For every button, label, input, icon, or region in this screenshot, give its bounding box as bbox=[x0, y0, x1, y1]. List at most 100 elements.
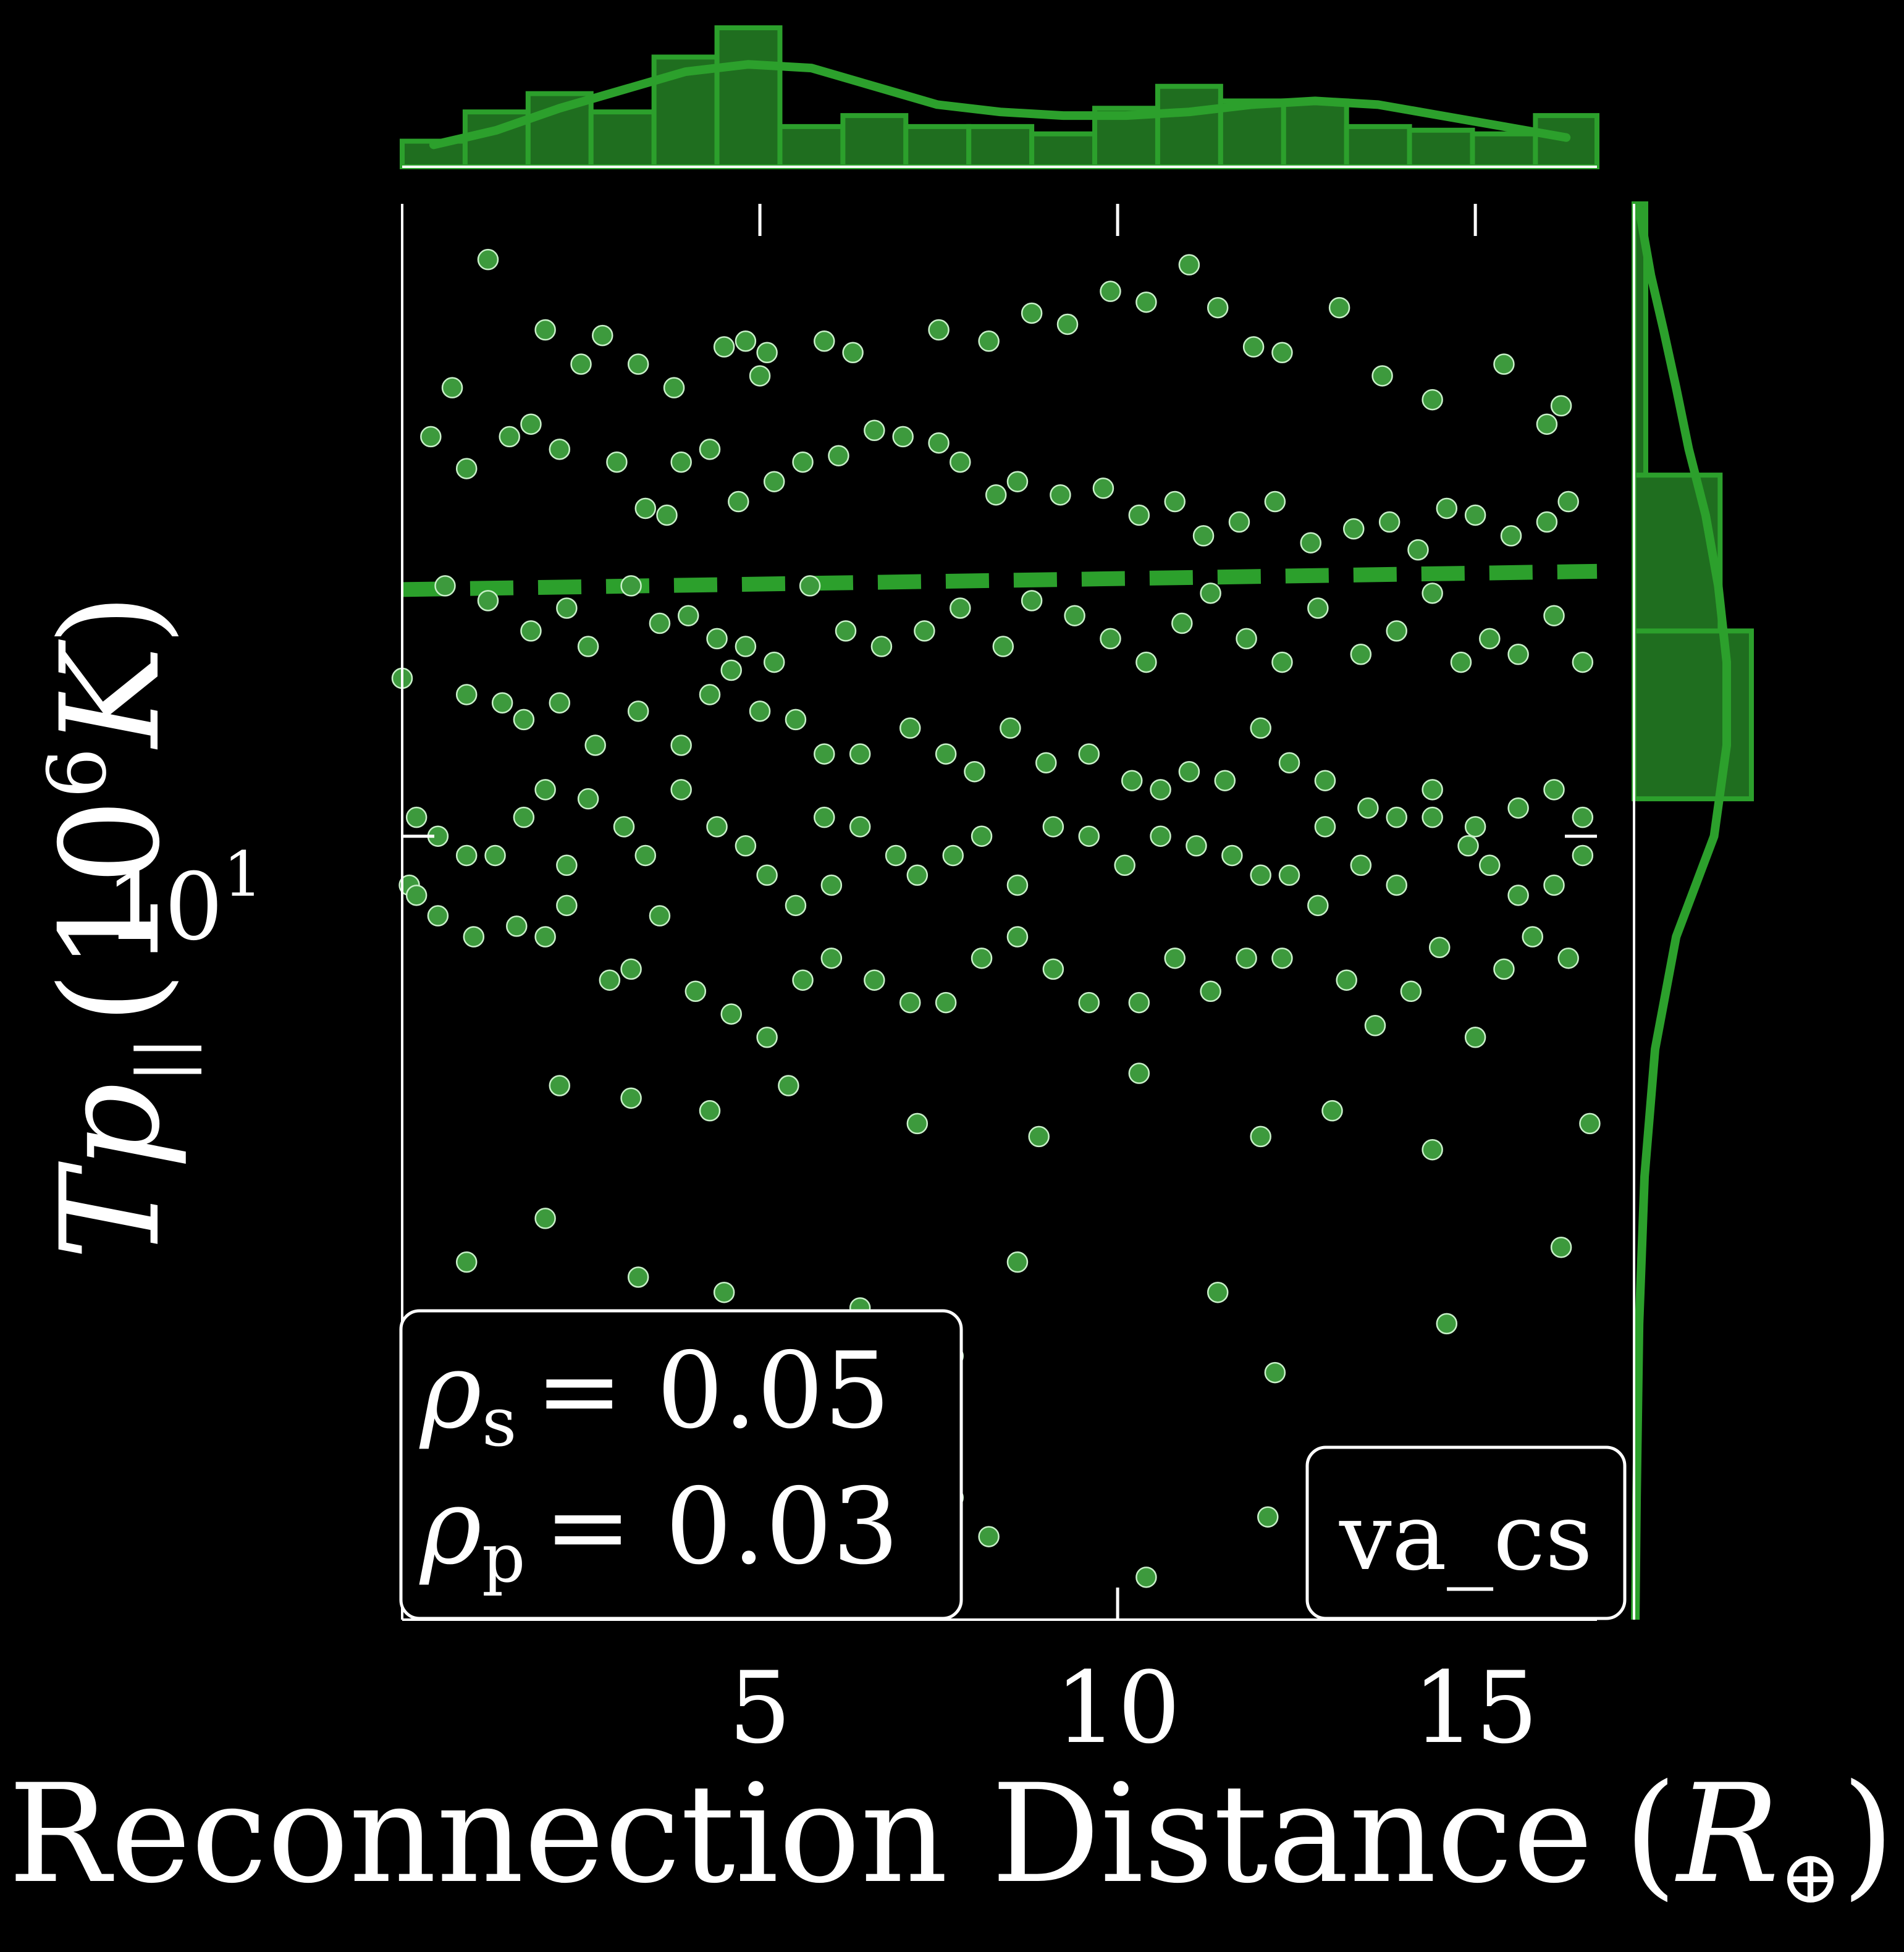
scatter-point bbox=[1178, 254, 1200, 276]
scatter-point bbox=[699, 684, 721, 705]
scatter-point bbox=[455, 1251, 478, 1273]
x-tick-label: 10 bbox=[1055, 1650, 1181, 1765]
scatter-point bbox=[1371, 365, 1393, 387]
scatter-point bbox=[914, 620, 935, 642]
scatter-point bbox=[1278, 864, 1300, 886]
scatter-point bbox=[549, 1075, 571, 1096]
scatter-point bbox=[1543, 779, 1565, 801]
scatter-point bbox=[1214, 770, 1236, 791]
scatter-point bbox=[971, 947, 993, 969]
scatter-point bbox=[1278, 752, 1300, 774]
scatter-point bbox=[928, 432, 950, 454]
scatter-point bbox=[620, 575, 642, 597]
scatter-point bbox=[513, 709, 535, 731]
top-hist-bar bbox=[966, 124, 1035, 169]
scatter-point bbox=[1550, 395, 1572, 417]
scatter-point bbox=[1328, 297, 1350, 319]
scatter-point bbox=[820, 947, 843, 969]
right-kde-curve bbox=[1631, 203, 1731, 1620]
scatter-point bbox=[763, 471, 785, 492]
scatter-point bbox=[1300, 532, 1322, 553]
scatter-point bbox=[1579, 1113, 1601, 1135]
scatter-point bbox=[534, 779, 556, 801]
scatter-point bbox=[427, 905, 449, 927]
scatter-point bbox=[549, 439, 571, 460]
scatter-point bbox=[1386, 874, 1407, 896]
scatter-point bbox=[1150, 825, 1171, 847]
scatter-point bbox=[570, 353, 592, 375]
top-hist-bar bbox=[840, 113, 909, 170]
scatter-point bbox=[670, 451, 692, 473]
scatter-point bbox=[1242, 336, 1265, 358]
scatter-point bbox=[1078, 743, 1100, 765]
scatter-point bbox=[1250, 1125, 1271, 1148]
scatter-point bbox=[1479, 854, 1501, 877]
scatter-point bbox=[1307, 597, 1329, 619]
scatter-point bbox=[1228, 511, 1250, 533]
scatter-point bbox=[1400, 980, 1422, 1003]
tag-box bbox=[1305, 1445, 1627, 1620]
scatter-point bbox=[420, 426, 442, 448]
scatter-point bbox=[1042, 958, 1064, 980]
scatter-point bbox=[1557, 490, 1579, 513]
scatter-point bbox=[441, 377, 463, 398]
scatter-point bbox=[477, 590, 499, 612]
scatter-point bbox=[713, 1281, 735, 1303]
scatter-point bbox=[892, 426, 914, 448]
scatter-point bbox=[978, 1526, 1000, 1547]
scatter-point bbox=[950, 451, 971, 473]
scatter-point bbox=[613, 816, 635, 838]
scatter-point bbox=[992, 636, 1014, 657]
scatter-point bbox=[584, 734, 606, 756]
scatter-point bbox=[706, 628, 728, 650]
scatter-point bbox=[1128, 991, 1150, 1014]
scatter-point bbox=[964, 760, 985, 783]
rho-p-line: ρp = 0.03 bbox=[419, 1466, 899, 1597]
scatter-point bbox=[1557, 947, 1579, 969]
scatter-point bbox=[899, 717, 921, 739]
scatter-point bbox=[899, 991, 921, 1014]
scatter-point bbox=[455, 844, 478, 867]
scatter-point bbox=[1100, 628, 1121, 650]
scatter-point bbox=[463, 926, 485, 948]
scatter-point bbox=[1200, 583, 1221, 604]
scatter-point bbox=[1135, 1567, 1157, 1588]
scatter-point bbox=[1250, 864, 1271, 886]
scatter-point bbox=[1378, 511, 1401, 533]
scatter-point bbox=[699, 439, 721, 460]
scatter-point bbox=[1121, 770, 1143, 791]
scatter-point bbox=[620, 1087, 642, 1109]
scatter-point bbox=[1035, 752, 1057, 774]
scatter-point bbox=[749, 700, 771, 722]
scatter-point bbox=[1271, 651, 1293, 673]
scatter-point bbox=[885, 844, 907, 867]
scatter-point bbox=[849, 743, 871, 765]
scatter-point bbox=[599, 969, 621, 991]
scatter-point bbox=[1457, 835, 1479, 857]
y-tick-label-exponent: 1 bbox=[223, 838, 263, 911]
scatter-point bbox=[663, 377, 685, 398]
scatter-point bbox=[556, 597, 578, 619]
scatter-point bbox=[785, 709, 807, 731]
scatter-points bbox=[391, 248, 1601, 1588]
tag-label: va_cs bbox=[1339, 1484, 1593, 1591]
scatter-point bbox=[864, 419, 885, 442]
scatter-point bbox=[1264, 490, 1286, 513]
scatter-point bbox=[1572, 806, 1594, 828]
scatter-point bbox=[577, 788, 599, 810]
top-kde-curve bbox=[429, 60, 1571, 149]
scatter-point bbox=[814, 806, 835, 828]
scatter-point bbox=[549, 692, 571, 714]
scatter-point bbox=[1422, 1138, 1443, 1161]
scatter-point bbox=[1493, 353, 1515, 375]
top-hist-bar bbox=[903, 124, 972, 169]
scatter-point bbox=[520, 413, 542, 435]
scatter-point bbox=[606, 451, 628, 473]
scatter-point bbox=[1536, 413, 1558, 435]
scatter-point bbox=[1135, 291, 1157, 313]
right-hist-bar bbox=[1632, 473, 1723, 634]
scatter-point bbox=[720, 1003, 742, 1025]
x-axis-label: Reconnection Distance (R⊕) bbox=[8, 1755, 1894, 1920]
scatter-point bbox=[592, 324, 613, 347]
